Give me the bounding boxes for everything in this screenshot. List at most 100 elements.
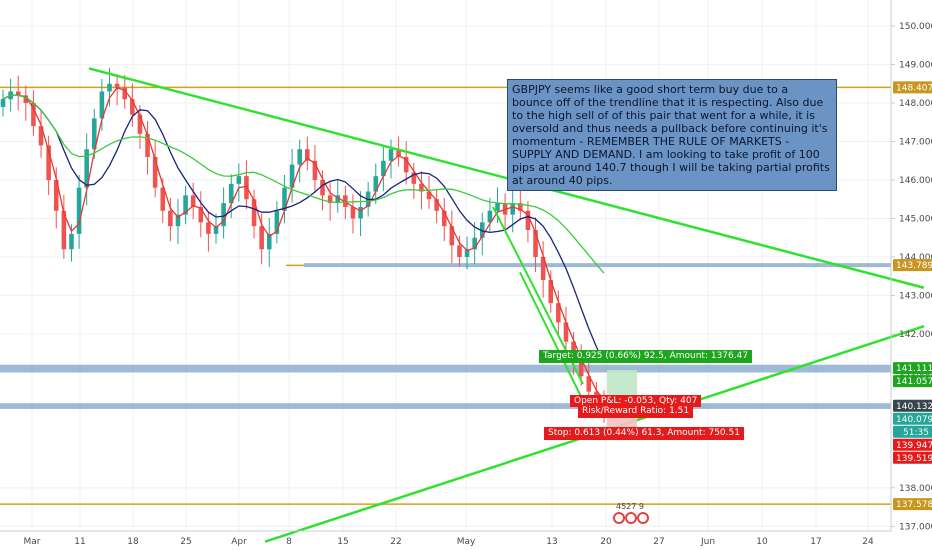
time-tick-label: Apr — [231, 537, 247, 547]
candle-body — [236, 176, 242, 184]
time-tick-label: 10 — [756, 537, 768, 547]
support-zone — [0, 364, 891, 373]
candle-body — [327, 195, 333, 204]
candle-body — [190, 195, 196, 207]
candle-body — [373, 176, 379, 192]
candle-body — [472, 237, 477, 250]
candle-body — [533, 230, 538, 257]
candle-body — [358, 206, 363, 219]
candle-body — [69, 233, 74, 250]
time-tick-label: 18 — [127, 537, 139, 547]
support-zone — [0, 403, 891, 409]
candle-body — [381, 160, 386, 177]
price-tick-label: 148.000 — [899, 99, 932, 109]
price-badge-label: 139.947 — [896, 441, 932, 451]
candle-body — [38, 126, 44, 146]
candle-body — [175, 214, 181, 227]
candle-body — [586, 376, 592, 392]
candle-body — [206, 222, 211, 234]
time-axis[interactable]: Mar 11 18 25 Apr 8 15 22 May 13 20 27 Jun 10 17 24 — [0, 530, 891, 547]
candle-body — [479, 222, 485, 238]
candle-body — [411, 172, 417, 184]
watermark-logo: 4527 9 — [612, 502, 652, 525]
price-badge — [893, 362, 932, 375]
candle-body — [434, 199, 439, 211]
candle-body — [578, 357, 584, 377]
candle-body — [114, 83, 120, 88]
time-tick-label: 8 — [286, 537, 292, 547]
candle-body — [122, 87, 128, 100]
candle-body — [213, 226, 219, 234]
candle-body — [53, 180, 59, 211]
candle-body — [396, 149, 401, 157]
price-badge — [893, 451, 932, 464]
time-tick-label: 22 — [390, 537, 401, 547]
candle-body — [130, 99, 135, 115]
price-badge-label: 141.057 — [896, 377, 932, 387]
candle-body — [282, 187, 287, 211]
candle-body — [15, 91, 21, 96]
time-tick-label: 24 — [862, 537, 874, 547]
candle-body — [0, 99, 6, 107]
price-tick-label: 137.000 — [899, 522, 932, 532]
candle-body — [487, 210, 493, 223]
price-badge-label: 140.132 — [896, 402, 932, 412]
candle-body — [152, 156, 158, 188]
candle-body — [160, 187, 166, 211]
candle-body — [525, 210, 531, 231]
candle-body — [563, 322, 569, 342]
candle-body — [457, 245, 462, 257]
price-axis[interactable]: 150.000 149.000 148.000 147.000 146.000 145.0… — [890, 0, 932, 532]
price-badge-label: 137.578 — [896, 500, 932, 510]
price-tick-label: 147.000 — [899, 138, 932, 148]
candle-body — [426, 191, 432, 200]
target-label: Target: 0.925 (0.66%) 92.5, Amount: 1376… — [539, 350, 753, 363]
price-tick-label: 143.000 — [899, 291, 932, 301]
time-tick-label: 25 — [180, 537, 191, 547]
candle-body — [168, 210, 173, 227]
candle-body — [228, 183, 234, 204]
price-badge-label: 139.519 — [896, 454, 932, 464]
time-tick-label: 13 — [546, 537, 557, 547]
candle-body — [198, 206, 204, 223]
candle-body — [419, 183, 424, 192]
price-tick-label: 146.000 — [899, 176, 932, 186]
candle-body — [464, 249, 470, 257]
candle-body — [31, 103, 36, 127]
price-badge — [893, 375, 932, 388]
candle-body — [183, 195, 188, 215]
candle-body — [145, 133, 150, 157]
price-badge — [893, 259, 932, 272]
candle-body — [441, 210, 447, 227]
price-badge — [893, 81, 932, 94]
candle-body — [84, 149, 89, 188]
candle-body — [518, 203, 523, 211]
countdown-label: 51:35 — [903, 428, 929, 438]
price-tick-label: 150.000 — [899, 22, 932, 32]
idea-annotation[interactable]: GBPJPY seems like a good short term buy … — [507, 79, 837, 191]
candle-body — [495, 203, 500, 211]
time-tick-label: Mar — [24, 537, 41, 547]
candle-body — [350, 206, 356, 219]
candle-body — [251, 199, 257, 227]
candle-body — [99, 91, 105, 119]
open-pnl-label: Open P&L: -0.053, Qty: 407 — [570, 395, 702, 407]
price-badge-label: 148.407 — [896, 83, 932, 93]
candle-body — [46, 145, 51, 180]
candle-body — [221, 203, 226, 227]
candle-body — [540, 256, 546, 281]
candle-body — [335, 195, 341, 204]
price-zones — [0, 263, 891, 409]
price-tick-label: 149.000 — [899, 61, 932, 71]
candle-body — [312, 160, 318, 180]
price-badge-label: 141.111 — [896, 364, 932, 374]
countdown-badge — [893, 425, 932, 438]
risk-reward-label: Risk/Reward Ratio: 1.51 — [578, 405, 694, 418]
time-tick-label: 11 — [74, 537, 85, 547]
price-tick-label: 145.000 — [899, 214, 932, 224]
candle-body — [266, 233, 272, 250]
candle-body — [548, 280, 554, 304]
candle-body — [92, 118, 97, 150]
candle-body — [23, 95, 29, 104]
candle-body — [107, 83, 112, 92]
